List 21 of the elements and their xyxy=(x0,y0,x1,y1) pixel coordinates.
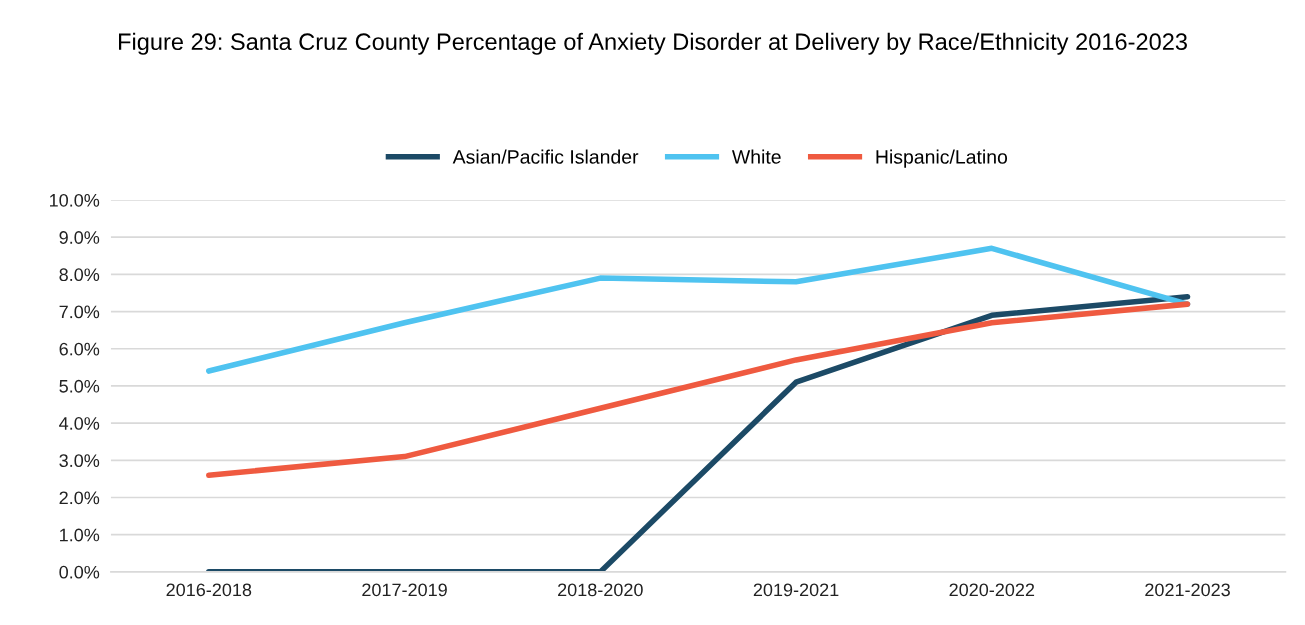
x-tick-label: 2016-2018 xyxy=(166,583,252,597)
y-tick-label: 5.0% xyxy=(59,379,100,393)
chart-title: Figure 29: Santa Cruz County Percentage of Anxiety Disorder at Delivery by Race/Ethnicity 2016-2023 xyxy=(119,32,1187,55)
y-tick-label: 0.0% xyxy=(59,565,100,579)
y-tick-label: 6.0% xyxy=(59,342,100,356)
y-tick-label: 2.0% xyxy=(59,491,100,505)
legend-label: Hispanic/Latino xyxy=(876,149,1008,168)
legend-label: White xyxy=(731,149,781,164)
y-tick-label: 3.0% xyxy=(59,454,100,468)
x-tick-label: 2017-2019 xyxy=(362,583,447,597)
x-tick-label: 2021-2023 xyxy=(1145,583,1230,597)
x-tick-label: 2018-2020 xyxy=(558,583,643,597)
y-tick-label: 7.0% xyxy=(59,305,100,319)
y-tick-label: 4.0% xyxy=(59,417,100,430)
y-tick-label: 10.0% xyxy=(50,193,100,207)
legend-label: Asian/Pacific Islander xyxy=(452,149,639,164)
y-tick-label: 9.0% xyxy=(59,231,100,244)
y-tick-label: 1.0% xyxy=(60,528,100,542)
x-tick-label: 2019-2021 xyxy=(753,583,839,597)
y-tick-label: 8.0% xyxy=(59,268,100,282)
x-tick-label: 2020-2022 xyxy=(949,583,1035,597)
